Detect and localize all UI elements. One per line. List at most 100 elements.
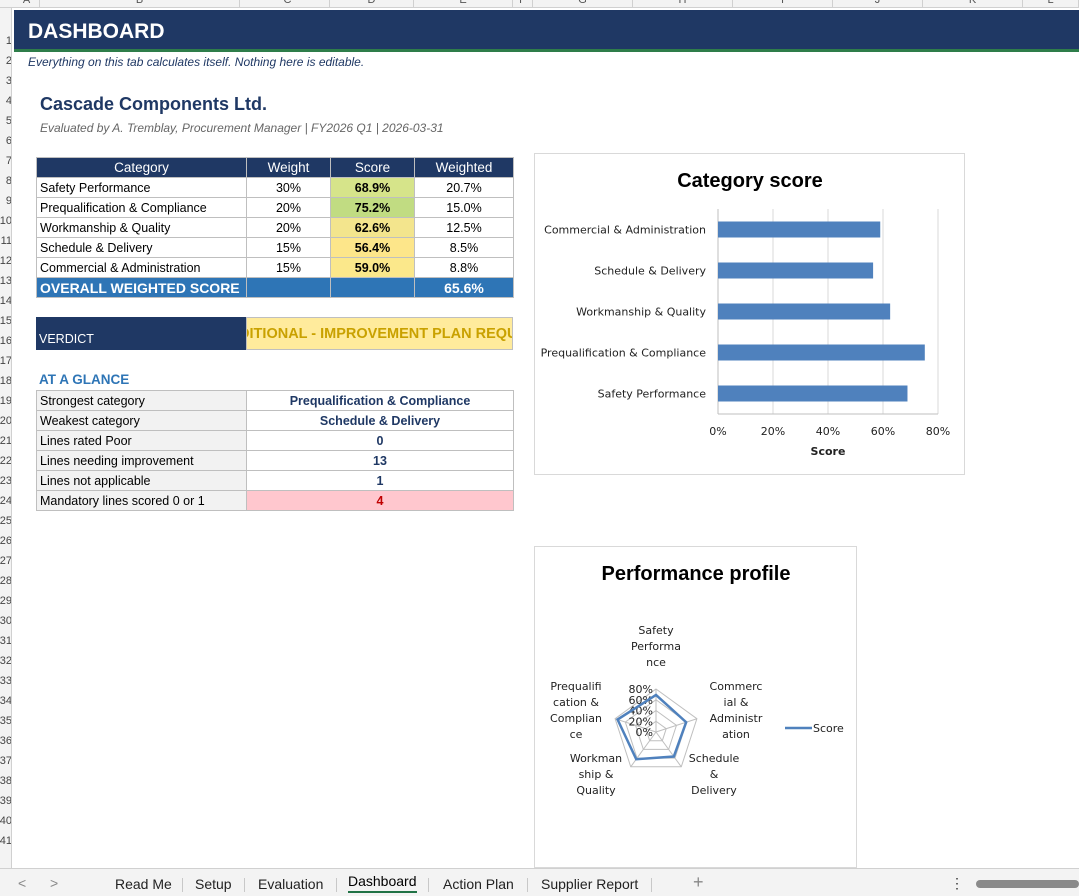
column-letter[interactable]: D [330, 0, 414, 7]
evaluation-meta: Evaluated by A. Tremblay, Procurement Ma… [40, 121, 444, 135]
prev-sheet-button[interactable]: < [18, 875, 27, 891]
category-score-chart[interactable]: Category score 0% 20% 40% 60% 80% Commercial &… [534, 153, 965, 475]
row-number[interactable]: 37 [0, 755, 12, 767]
performance-profile-chart[interactable]: Performance profile 0% 20% 40% 60% 80% Safety P… [534, 546, 857, 868]
column-letter[interactable]: A [14, 0, 40, 7]
row-number[interactable]: 26 [0, 535, 12, 547]
column-letter[interactable]: L [1023, 0, 1079, 7]
row-number[interactable]: 11 [0, 235, 12, 247]
category-weight: 15% [246, 257, 331, 278]
bar-category-label: Schedule & Delivery [594, 265, 706, 278]
row-number[interactable]: 25 [0, 515, 12, 527]
radar-legend-label: Score [813, 722, 844, 735]
row-number[interactable]: 23 [0, 475, 12, 487]
row-number[interactable]: 34 [0, 695, 12, 707]
row-number[interactable]: 7 [5, 155, 12, 167]
glance-label: Lines not applicable [36, 470, 247, 491]
row-number[interactable]: 33 [0, 675, 12, 687]
row-number[interactable]: 24 [0, 495, 12, 507]
bar-mark [718, 262, 874, 279]
row-number[interactable]: 40 [0, 815, 12, 827]
row-number[interactable]: 38 [0, 775, 12, 787]
glance-value: 4 [246, 490, 514, 511]
bar-x-tick: 80% [926, 425, 950, 438]
radar-axis-label: ation [722, 728, 750, 741]
sheet-tab-action-plan[interactable]: Action Plan [443, 876, 514, 892]
row-number[interactable]: 9 [5, 195, 12, 207]
row-number[interactable]: 18 [0, 375, 12, 387]
column-letter[interactable]: J [833, 0, 923, 7]
column-letter[interactable]: H [633, 0, 733, 7]
column-letter[interactable]: C [246, 0, 330, 7]
row-number[interactable]: 19 [0, 395, 12, 407]
row-number[interactable]: 10 [0, 215, 12, 227]
radar-spoke [630, 731, 657, 768]
column-letter[interactable]: B [40, 0, 240, 7]
row-number[interactable]: 39 [0, 795, 12, 807]
row-number[interactable]: 32 [0, 655, 12, 667]
row-number[interactable]: 17 [0, 355, 12, 367]
row-number[interactable]: 41 [0, 835, 12, 847]
bar-x-tick: 60% [871, 425, 895, 438]
glance-row: Lines needing improvement 13 [36, 450, 514, 471]
column-letter[interactable]: G [533, 0, 633, 7]
radar-axis-label: cation & [553, 696, 599, 709]
more-options-icon[interactable]: ⋮ [950, 875, 964, 891]
row-number[interactable]: 1 [5, 35, 12, 47]
row-number[interactable]: 20 [0, 415, 12, 427]
radar-axis-label: Commerc [710, 680, 763, 693]
bar-chart-title: Category score [677, 170, 823, 192]
sheet-tab-read-me[interactable]: Read Me [115, 876, 172, 892]
sheet-tab-evaluation[interactable]: Evaluation [258, 876, 324, 892]
category-weighted: 12.5% [414, 217, 514, 238]
radar-axis-label: Administr [710, 712, 763, 725]
sheet-tab-setup[interactable]: Setup [195, 876, 232, 892]
row-number[interactable]: 36 [0, 735, 12, 747]
category-row: Safety Performance 30% 68.9% 20.7% [36, 177, 514, 198]
row-number[interactable]: 22 [0, 455, 12, 467]
row-number[interactable]: 15 [0, 315, 12, 327]
radar-gridline [634, 709, 678, 750]
radar-axis-label: Delivery [691, 784, 737, 797]
horizontal-scrollbar[interactable] [976, 880, 1079, 888]
row-number[interactable]: 28 [0, 575, 12, 587]
row-number[interactable]: 31 [0, 635, 12, 647]
column-letter[interactable]: K [923, 0, 1023, 7]
row-number[interactable]: 13 [0, 275, 12, 287]
row-number[interactable]: 30 [0, 615, 12, 627]
row-number[interactable]: 5 [5, 115, 12, 127]
column-letter[interactable]: I [733, 0, 833, 7]
category-row: Commercial & Administration 15% 59.0% 8.8% [36, 257, 514, 278]
add-sheet-button[interactable]: + [693, 872, 704, 892]
row-number[interactable]: 14 [0, 295, 12, 307]
next-sheet-button[interactable]: > [50, 875, 59, 891]
row-number[interactable]: 16 [0, 335, 12, 347]
category-score-svg: Category score 0% 20% 40% 60% 80% Commercial &… [541, 170, 951, 458]
bar-mark [718, 344, 925, 361]
tab-separator [651, 878, 652, 892]
row-number[interactable]: 8 [5, 175, 12, 187]
category-weight: 30% [246, 177, 331, 198]
sheet-tab-dashboard[interactable]: Dashboard [348, 873, 417, 893]
category-weight: 15% [246, 237, 331, 258]
row-number[interactable]: 4 [5, 95, 12, 107]
row-number[interactable]: 29 [0, 595, 12, 607]
row-number[interactable]: 21 [0, 435, 12, 447]
column-letter[interactable]: E [414, 0, 513, 7]
bar-category-label: Safety Performance [598, 388, 707, 401]
row-number[interactable]: 35 [0, 715, 12, 727]
row-number[interactable]: 12 [0, 255, 12, 267]
radar-chart-title: Performance profile [602, 563, 791, 585]
column-letter[interactable]: F [513, 0, 533, 7]
row-number[interactable]: 2 [5, 55, 12, 67]
category-score: 68.9% [330, 177, 415, 198]
row-number[interactable]: 3 [5, 75, 12, 87]
row-number[interactable]: 27 [0, 555, 12, 567]
glance-row: Weakest category Schedule & Delivery [36, 410, 514, 431]
sheet-tab-supplier-report[interactable]: Supplier Report [541, 876, 639, 892]
category-weighted: 20.7% [414, 177, 514, 198]
verdict-text: CONDITIONAL - IMPROVEMENT PLAN REQUIRED [247, 326, 512, 342]
radar-axis-label: ship & [579, 768, 614, 781]
row-number[interactable]: 6 [5, 135, 12, 147]
tab-separator [182, 878, 183, 892]
